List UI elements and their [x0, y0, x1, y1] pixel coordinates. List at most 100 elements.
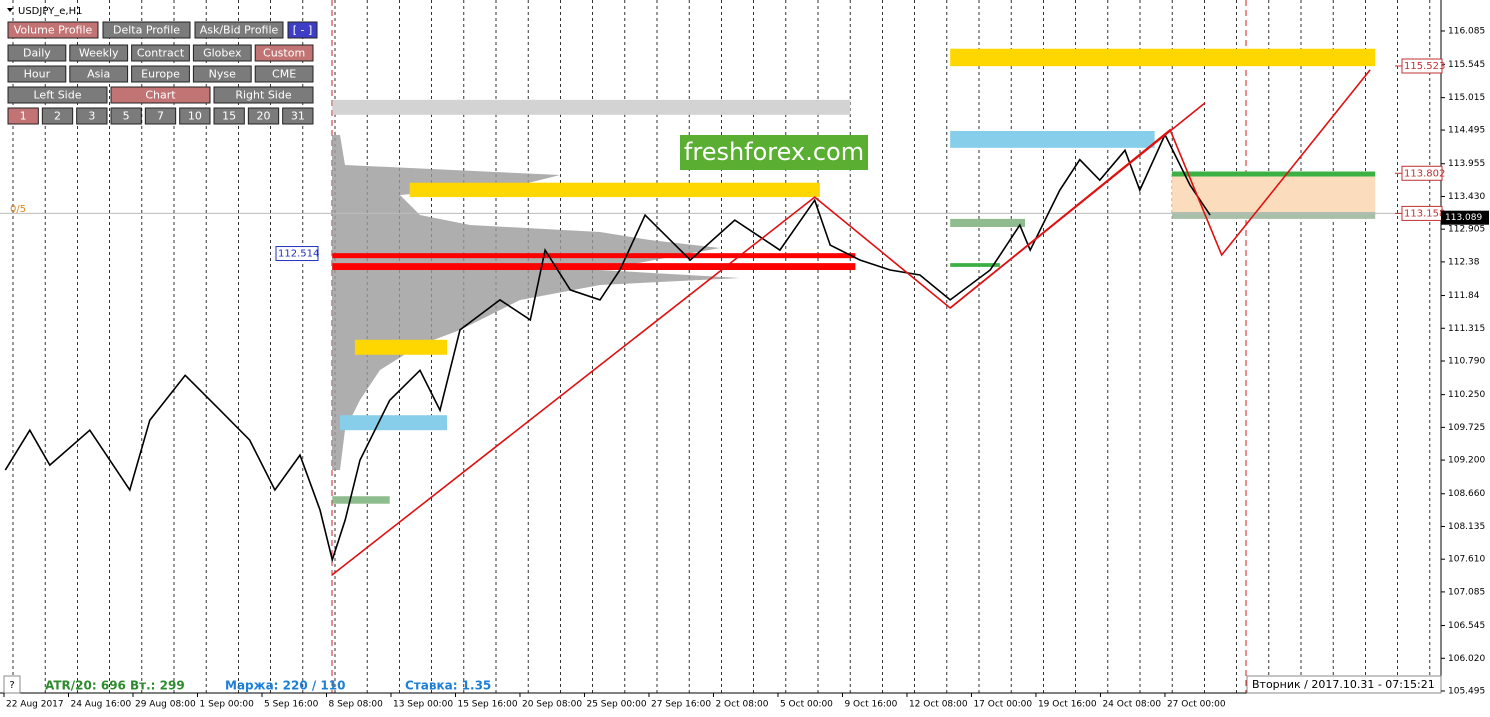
poc-label: 112.514	[278, 249, 319, 260]
toolbar-button[interactable]: Asia	[69, 65, 129, 83]
button-label[interactable]: Chart	[145, 89, 176, 102]
help-text[interactable]: ?	[9, 680, 14, 691]
button-face[interactable]	[69, 65, 129, 83]
toolbar-button[interactable]: 3	[76, 107, 108, 125]
watermark: freshforex.com	[684, 138, 864, 166]
button-label[interactable]: Custom	[263, 47, 305, 60]
symbol-menu-arrow[interactable]	[7, 8, 13, 12]
toolbar-button[interactable]: 15	[213, 107, 245, 125]
toolbar-button[interactable]: 10	[179, 107, 211, 125]
toolbar-button[interactable]: Volume Profile	[7, 21, 99, 39]
button-label[interactable]: Globex	[203, 47, 242, 60]
toolbar-button[interactable]: 20	[247, 107, 280, 125]
toolbar-button[interactable]: Daily	[7, 44, 67, 62]
datetime-box	[1246, 675, 1442, 694]
toolbar-button[interactable]: CME	[254, 65, 314, 83]
button-label[interactable]: 7	[157, 110, 164, 123]
button-face[interactable]	[179, 107, 211, 125]
toolbar-button[interactable]: Contract	[131, 44, 190, 62]
button-label[interactable]: 15	[222, 110, 236, 123]
help-button[interactable]	[3, 675, 21, 694]
button-face[interactable]	[110, 107, 142, 125]
button-label[interactable]: Left Side	[34, 89, 82, 102]
button-label[interactable]: Europe	[141, 68, 180, 81]
button-face[interactable]	[131, 65, 190, 83]
button-face[interactable]	[254, 65, 314, 83]
toolbar-button[interactable]: Delta Profile	[102, 21, 191, 39]
x-tick-label: 20 Sep 08:00	[522, 700, 582, 710]
button-face[interactable]	[41, 107, 74, 125]
y-tick-label: 112.905	[1448, 225, 1485, 235]
button-face[interactable]	[7, 21, 99, 39]
button-label[interactable]: Right Side	[235, 89, 291, 102]
button-face[interactable]	[192, 65, 252, 83]
toolbar-button[interactable]: Europe	[131, 65, 190, 83]
x-tick-label: 19 Oct 16:00	[1038, 700, 1097, 710]
button-label[interactable]: 3	[88, 110, 95, 123]
button-face[interactable]	[287, 21, 318, 39]
button-face[interactable]	[192, 44, 252, 62]
toolbar-button[interactable]: Nyse	[192, 65, 252, 83]
button-label[interactable]: Weekly	[79, 47, 119, 60]
button-label[interactable]: Delta Profile	[113, 24, 180, 37]
button-label[interactable]: Volume Profile	[14, 24, 93, 37]
toolbar-button[interactable]: Custom	[254, 44, 314, 62]
zone	[950, 131, 1155, 148]
y-tick-label: 113.955	[1448, 159, 1485, 169]
toolbar-button[interactable]: Right Side	[213, 86, 314, 104]
button-face[interactable]	[69, 44, 129, 62]
button-face[interactable]	[7, 44, 67, 62]
button-face[interactable]	[144, 107, 177, 125]
button-label[interactable]: CME	[272, 68, 296, 81]
button-label[interactable]: 1	[20, 110, 27, 123]
toolbar-button[interactable]: Ask/Bid Profile	[194, 21, 284, 39]
toolbar-button[interactable]: Chart	[110, 86, 211, 104]
button-label[interactable]: Hour	[24, 68, 51, 81]
button-face[interactable]	[76, 107, 108, 125]
button-face[interactable]	[7, 86, 108, 104]
button-label[interactable]: Nyse	[209, 68, 236, 81]
button-label[interactable]: 31	[291, 110, 305, 123]
button-label[interactable]: Contract	[137, 47, 185, 60]
button-face[interactable]	[254, 44, 314, 62]
x-tick-label: 5 Oct 00:00	[780, 700, 833, 710]
toolbar-button[interactable]: 1	[7, 107, 39, 125]
button-label[interactable]: [ - ]	[293, 24, 313, 37]
x-tick-label: 9 Oct 16:00	[844, 700, 897, 710]
button-label[interactable]: 20	[257, 110, 271, 123]
x-tick-label: 29 Aug 08:00	[135, 700, 196, 710]
button-label[interactable]: 5	[123, 110, 130, 123]
button-face[interactable]	[131, 44, 190, 62]
y-tick-label: 115.015	[1448, 93, 1485, 103]
button-face[interactable]	[7, 65, 67, 83]
toolbar-button[interactable]: 31	[282, 107, 314, 125]
toolbar-button[interactable]: Weekly	[69, 44, 129, 62]
button-face[interactable]	[110, 86, 211, 104]
button-face[interactable]	[102, 21, 191, 39]
toolbar-button[interactable]: [ - ]	[287, 21, 318, 39]
button-label[interactable]: Asia	[87, 68, 110, 81]
x-tick-label: 25 Sep 00:00	[586, 700, 646, 710]
button-face[interactable]	[247, 107, 280, 125]
toolbar-button[interactable]: 5	[110, 107, 142, 125]
button-label[interactable]: Ask/Bid Profile	[200, 24, 279, 37]
toolbar-button[interactable]: Left Side	[7, 86, 108, 104]
button-label[interactable]: Daily	[23, 47, 51, 60]
toolbar-button[interactable]: Globex	[192, 44, 252, 62]
button-face[interactable]	[213, 107, 245, 125]
button-face[interactable]	[194, 21, 284, 39]
toolbar: Volume Profile Delta Profile Ask/Bid Profi…	[7, 21, 318, 125]
y-tick-label: 113.430	[1448, 192, 1485, 202]
button-face[interactable]	[7, 107, 39, 125]
button-face[interactable]	[213, 86, 314, 104]
zone	[1172, 171, 1376, 177]
y-tick-label: 108.660	[1448, 489, 1485, 499]
toolbar-button[interactable]: Hour	[7, 65, 67, 83]
button-label[interactable]: 10	[188, 110, 202, 123]
vt: Вт.: 299	[130, 679, 185, 693]
zone	[332, 99, 851, 115]
button-face[interactable]	[282, 107, 314, 125]
toolbar-button[interactable]: 7	[144, 107, 177, 125]
button-label[interactable]: 2	[54, 110, 61, 123]
toolbar-button[interactable]: 2	[41, 107, 74, 125]
